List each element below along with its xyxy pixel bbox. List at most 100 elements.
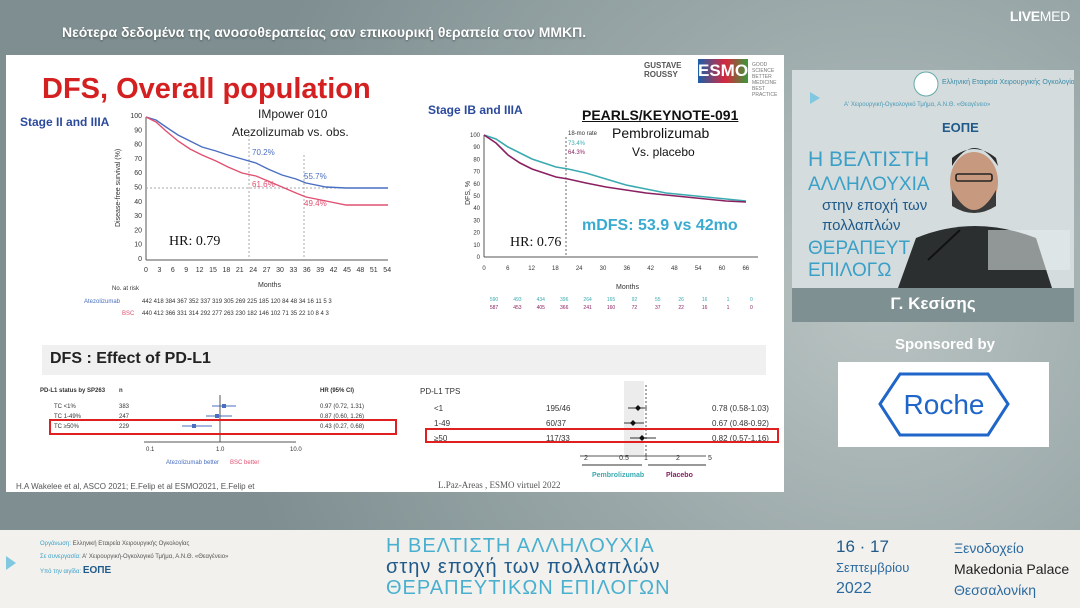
right-y-tick: 100 xyxy=(470,133,481,139)
slide-graphics: Disease-free survival (%) 01020304050607… xyxy=(40,113,779,479)
left-x-tick: 30 xyxy=(276,267,284,274)
right-pembro-curve xyxy=(483,134,747,202)
left-forest-highlight xyxy=(49,419,397,435)
right-risk-cell: 0 xyxy=(750,297,753,303)
right-forest-tick: 0.5 xyxy=(619,455,629,462)
left-forest-col3: HR (95% CI) xyxy=(320,388,354,394)
banner-month: Σεπτεμβρίου xyxy=(836,560,910,575)
video-text-2: ΑΛΛΗΛΟΥΧΙΑ xyxy=(808,174,930,195)
slide-title: DFS, Overall population xyxy=(42,73,371,105)
right-risk-cell: 160 xyxy=(607,305,616,311)
banner-organizer: Ελληνική Εταιρεία Χειρουργικής Ογκολογία… xyxy=(72,541,190,547)
right-risk-cell: 26 xyxy=(678,297,684,303)
right-risk-row-1: 590 493 434 396 264 165 92 55 26 16 1 0 xyxy=(490,297,753,303)
right-y-tick: 30 xyxy=(473,218,480,224)
right-risk-cell: 264 xyxy=(583,297,592,303)
left-stage-label: Stage II and IIIA xyxy=(20,115,110,129)
left-forest-row-n: 383 xyxy=(119,404,130,410)
left-label-4: 49.4% xyxy=(304,199,327,208)
pdl1-section-band xyxy=(42,345,766,375)
right-y-tick: 80 xyxy=(473,157,480,163)
left-x-tick: 24 xyxy=(249,267,257,274)
left-forest-point xyxy=(222,404,226,408)
right-y-tick: 90 xyxy=(473,145,480,151)
play-icon xyxy=(810,92,820,104)
left-x-ticks: 0 3 6 9 12 15 18 21 24 27 30 33 36 39 42 45 48 51 54 xyxy=(144,267,391,274)
left-forest-row-hr: 0.87 (0.60, 1.26) xyxy=(320,414,364,420)
left-forest-tick-1: 0.1 xyxy=(146,447,155,453)
left-x-tick: 51 xyxy=(370,267,378,274)
left-x-tick: 21 xyxy=(236,267,244,274)
right-risk-cell: 493 xyxy=(513,297,522,303)
right-rate-1: 73.4% xyxy=(568,141,586,147)
right-x-tick: 66 xyxy=(742,266,749,272)
left-atezo-curve xyxy=(145,116,388,189)
speaker-glasses xyxy=(955,173,993,182)
left-forest-favor-right: BSC better xyxy=(230,460,259,466)
left-hazard-ratio: HR: 0.79 xyxy=(169,234,221,249)
right-y-tick: 20 xyxy=(473,231,480,237)
video-text-1: Η ΒΕΛΤΙΣΤΗ xyxy=(808,148,929,171)
gustave-roussy-logo: GUSTAVE ROUSSY xyxy=(644,61,682,79)
right-x-tick: 18 xyxy=(552,266,559,272)
right-risk-cell: 590 xyxy=(490,297,499,303)
right-forest-rows: <1 195/46 0.78 (0.58-1.03) 1-49 60/37 0.67 (0… xyxy=(434,404,769,443)
right-risk-cell: 55 xyxy=(655,297,661,303)
right-x-tick: 48 xyxy=(671,266,678,272)
right-forest-row-counts: 195/46 xyxy=(546,404,571,413)
banner-year: 2022 xyxy=(836,580,872,597)
right-forest-row-label: ≥50 xyxy=(434,434,448,443)
right-x-tick: 42 xyxy=(647,266,654,272)
sponsor-logo: Roche xyxy=(838,362,1049,447)
right-drug-name: Pembrolizumab xyxy=(612,125,710,141)
left-label-2: 55.7% xyxy=(304,172,327,181)
right-risk-cell: 1 xyxy=(727,297,730,303)
pdl1-section-title: DFS : Effect of PD-L1 xyxy=(50,350,211,367)
left-y-label: Disease-free survival (%) xyxy=(115,149,122,227)
left-forest-row-n: 229 xyxy=(119,424,130,430)
right-risk-row-2: 587 453 405 366 241 160 72 37 22 16 1 0 xyxy=(490,305,753,311)
left-y-tick: 60 xyxy=(134,170,142,177)
right-forest-plot: PD-L1 TPS <1 195/46 0.78 (0.58-1.03) 1-49 60… xyxy=(420,381,779,479)
video-text-6: ΕΠΙΛΟΓΩ xyxy=(808,260,891,281)
video-collab-line: Α' Χειρουργική-Ογκολογικό Τμήμα, Α.Ν.Θ. … xyxy=(844,101,991,108)
right-forest-row-counts: 117/33 xyxy=(546,434,570,443)
right-risk-cell: 366 xyxy=(560,305,569,311)
right-y-tick: 0 xyxy=(477,255,481,261)
banner-play-icon xyxy=(6,556,16,570)
right-risk-cell: 37 xyxy=(655,305,661,311)
video-text-4: πολλαπλών xyxy=(822,217,900,234)
microphone xyxy=(927,229,961,261)
banner-organizers: Οργάνωση: Ελληνική Εταιρεία Χειρουργικής… xyxy=(40,538,250,579)
left-risk-name-2: BSC xyxy=(122,311,135,317)
right-x-label: Months xyxy=(616,284,639,291)
left-x-label: Months xyxy=(258,282,281,289)
left-y-tick: 90 xyxy=(134,127,142,134)
left-x-tick: 0 xyxy=(144,267,148,274)
right-x-tick: 6 xyxy=(506,266,510,272)
left-x-tick: 6 xyxy=(171,267,175,274)
right-trial-name: PEARLS/KEYNOTE-091 xyxy=(582,107,739,123)
esmo-logo: ESMO xyxy=(698,59,748,83)
left-x-tick: 54 xyxy=(383,267,391,274)
speaker-head xyxy=(950,152,998,212)
right-placebo-curve xyxy=(483,134,747,203)
right-risk-cell: 241 xyxy=(583,305,592,311)
left-y-tick: 30 xyxy=(134,213,142,220)
left-risk-name-1: Atezolizumab xyxy=(84,299,121,305)
right-hazard-ratio: HR: 0.76 xyxy=(510,235,562,250)
banner-venue-2: Makedonia Palace xyxy=(954,561,1070,577)
banner-conference-title: Η ΒΕΛΤΙΣΤΗ ΑΛΛΗΛΟΥΧΙΑ στην εποχή των πολ… xyxy=(386,536,671,599)
right-risk-cell: 405 xyxy=(537,305,546,311)
left-forest-col1: PD-L1 status by SP263 xyxy=(40,388,106,394)
left-y-tick: 70 xyxy=(134,156,142,163)
banner-collab: Α' Χειρουργική-Ογκολογικό Τμήμα, Α.Ν.Θ. … xyxy=(82,554,229,560)
right-y-ticks: 0 10 20 30 40 50 60 70 80 90 100 xyxy=(470,133,481,261)
left-forest-favor-left: Atezolizumab better xyxy=(166,460,219,466)
right-stage-label: Stage IB and IIIA xyxy=(428,103,523,117)
right-risk-cell: 16 xyxy=(702,297,708,303)
video-text-5: ΘΕΡΑΠΕΥΤ xyxy=(808,238,910,259)
speaker-name: Γ. Κεσίσης xyxy=(792,288,1074,322)
left-forest-row-label: TC ≥50% xyxy=(54,424,80,430)
